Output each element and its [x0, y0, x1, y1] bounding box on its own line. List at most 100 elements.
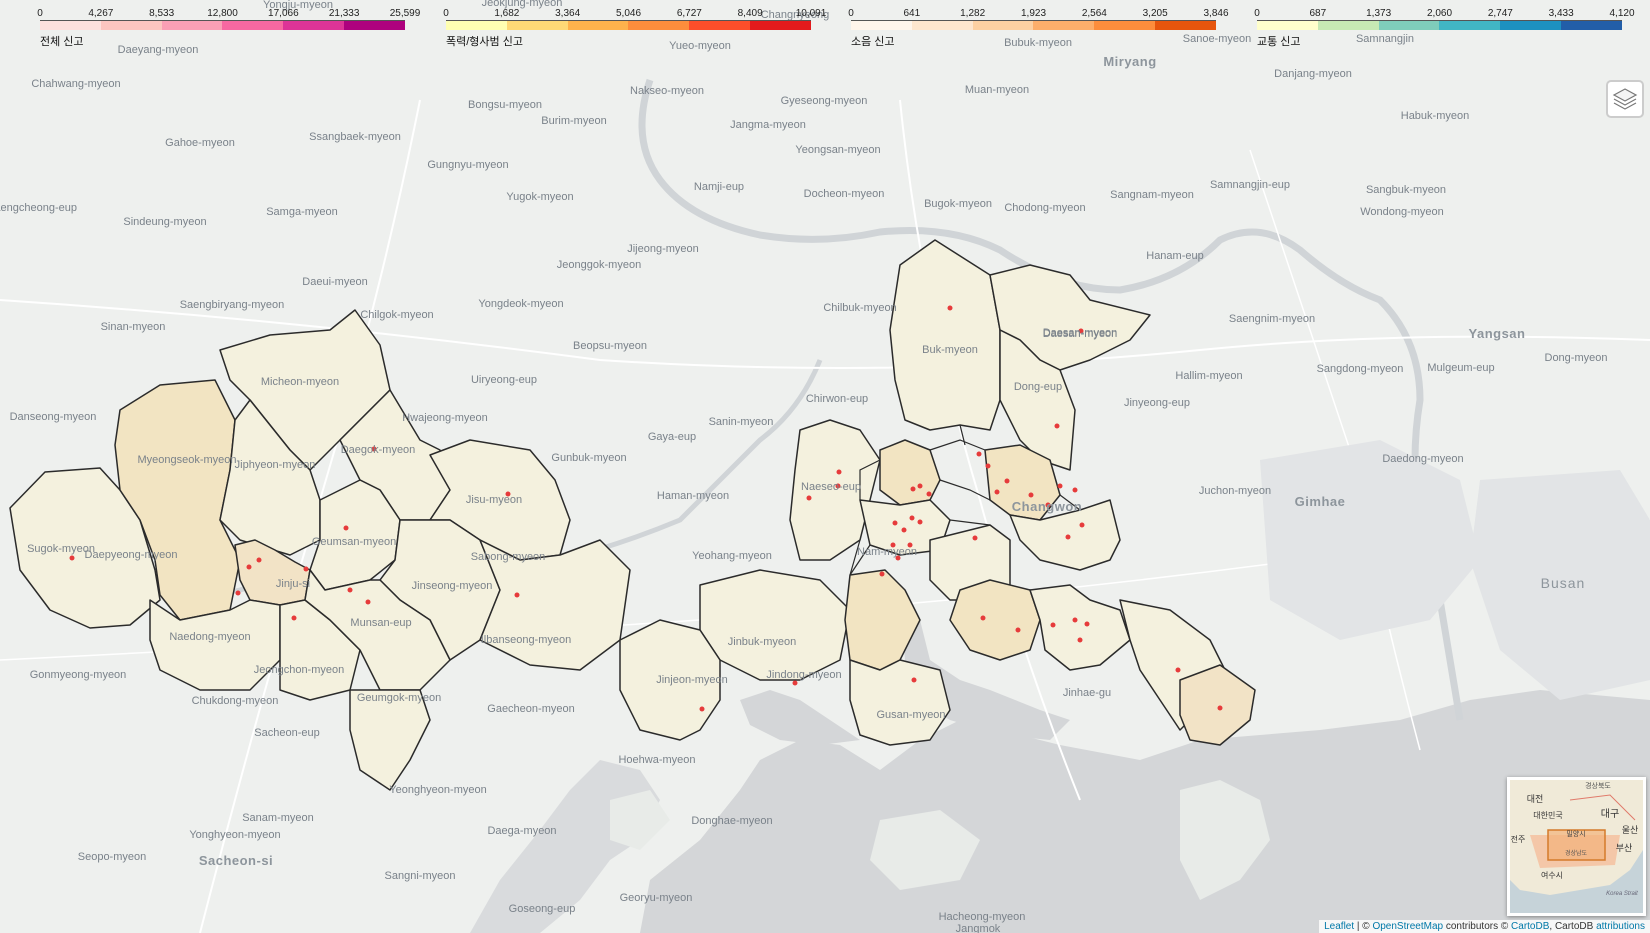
attributions-link[interactable]: attributions [1596, 921, 1645, 932]
urban-busan [1470, 470, 1650, 700]
legend-color-step [689, 21, 751, 30]
districts-changwon [619, 239, 1256, 746]
osm-link[interactable]: OpenStreetMap [1372, 921, 1444, 932]
legend-color-step [1500, 21, 1562, 30]
place-label: Chahwang-myeon [31, 78, 120, 90]
place-label: Gusan-myeon [876, 709, 945, 721]
legend-color-step [1317, 21, 1379, 30]
legend-tick: 21,333 [328, 8, 360, 19]
legend-color-step [567, 21, 629, 30]
place-label: Naedong-myeon [169, 631, 250, 643]
district-jinseong[interactable] [379, 519, 501, 661]
place-label: Daesan-myeon [1043, 328, 1118, 340]
legend-ticks: 0 687 1,373 2,060 2,747 3,433 4,120 [1254, 8, 1634, 20]
legend-color-bar [1257, 20, 1622, 30]
legend-color-step [161, 21, 223, 30]
sea-bay [740, 690, 860, 745]
legend-color-bar [40, 20, 405, 30]
legend-tick: 5,046 [615, 8, 642, 19]
cartodb-link[interactable]: CartoDB [1511, 921, 1550, 932]
leaflet-link[interactable]: Leaflet [1324, 921, 1355, 932]
district-seongsan[interactable] [1009, 499, 1121, 571]
minimap-label: Korea Strait [1606, 891, 1638, 897]
place-label: Goseong-eup [509, 903, 576, 915]
urban-gimhae [1260, 440, 1480, 640]
minimap-label: 경상북도 [1585, 781, 1611, 790]
place-label: Jangmok [956, 923, 1001, 933]
legend-color-step [972, 21, 1034, 30]
legend-noise: 0 641 1,282 1,923 2,564 3,205 3,846 소음 신… [848, 8, 1228, 48]
district-changwon-north[interactable] [879, 439, 941, 506]
district-jinhae[interactable] [1029, 584, 1131, 671]
place-label: Sanin-myeon [709, 416, 774, 428]
district-munsan[interactable] [304, 569, 451, 691]
minimap-viewport[interactable] [1547, 829, 1606, 861]
place-label: Mulgeum-eup [1427, 362, 1494, 374]
legend-color-step [283, 21, 345, 30]
legend-tick: 3,205 [1142, 8, 1168, 19]
place-label: Jinju-si [276, 578, 310, 590]
legend-tick: 4,120 [1609, 8, 1635, 19]
district-changwon-center[interactable] [984, 444, 1061, 521]
minimap-label: 대한민국 [1533, 810, 1562, 820]
place-label: Changnyeong [761, 9, 830, 21]
legend-caption: 폭력/형사범 신고 [446, 36, 523, 48]
attribution-text: , CartoDB [1549, 921, 1597, 932]
district-dong-eup[interactable] [999, 329, 1076, 471]
place-label: Yongju-myeon [263, 0, 333, 11]
district-geumsan[interactable] [309, 479, 401, 591]
district-jinhae-west[interactable] [949, 579, 1041, 661]
legend-caption: 소음 신고 [851, 36, 895, 48]
place-label: Danseong-myeon [10, 411, 97, 423]
legend-color-step [1155, 21, 1216, 30]
legend-color-step [750, 21, 811, 30]
district-geumgok[interactable] [349, 689, 431, 791]
place-label: Beopsu-myeon [573, 340, 647, 352]
place-label: Danjang-myeon [1274, 68, 1352, 80]
place-label: Sindeung-myeon [123, 216, 206, 228]
place-label: Nakseo-myeon [630, 85, 704, 97]
place-label: Wondong-myeon [1360, 206, 1444, 218]
district-gusan[interactable] [849, 659, 951, 746]
legend-caption: 전체 신고 [40, 36, 84, 48]
city-label: Changwon [1012, 499, 1082, 514]
island-geoje [1180, 780, 1270, 900]
place-label: Dong-myeon [1545, 352, 1608, 364]
attribution-text: contributors © [1443, 921, 1512, 932]
place-label: Habuk-myeon [1401, 110, 1469, 122]
place-label: Daeyang-myeon [118, 44, 199, 56]
district-yongwon[interactable] [1179, 664, 1256, 746]
place-label: Gyeseong-myeon [781, 95, 868, 107]
minimap-label: 경상남도 [1565, 849, 1588, 857]
legend-color-bar [446, 20, 811, 30]
legend-color-step [1378, 21, 1440, 30]
place-label: Hacheong-myeon [939, 911, 1026, 923]
legend-color-step [1094, 21, 1156, 30]
place-label: Samga-myeon [266, 206, 338, 218]
legend-tick: 3,846 [1203, 8, 1229, 19]
district-sugok[interactable] [9, 467, 161, 629]
place-label: Jinbuk-myeon [728, 636, 796, 648]
place-label: Yugok-myeon [506, 191, 573, 203]
district-buk[interactable] [889, 239, 1001, 431]
place-label: Jinyeong-eup [1124, 397, 1190, 409]
city-label: Sacheon-si [199, 853, 273, 868]
place-label: Saengbiryang-myeon [180, 299, 285, 311]
legend-tick: 3,364 [555, 8, 581, 19]
island-sw [610, 790, 670, 850]
legend-tick: 4,267 [88, 8, 114, 19]
place-label: Chukdong-myeon [192, 695, 279, 707]
minimap[interactable]: 경상북도 대전 대한민국 대구 울산 밀양시 부산 경상남도 여수시 전주 Ko… [1507, 777, 1646, 916]
legend-tick: 10,091 [795, 8, 827, 19]
district-jinjeon[interactable] [619, 619, 721, 741]
layers-control-button[interactable] [1606, 80, 1644, 118]
place-label: Uiryeong-eup [471, 374, 537, 386]
district-masan-center[interactable] [859, 499, 951, 556]
place-label: Gunbuk-myeon [551, 452, 626, 464]
legend-color-step [506, 21, 568, 30]
place-label: Daeui-myeon [302, 276, 367, 288]
place-label: Gaya-eup [648, 431, 696, 443]
districts-jinju [9, 309, 631, 791]
place-label: Samnangjin-eup [1210, 179, 1290, 191]
